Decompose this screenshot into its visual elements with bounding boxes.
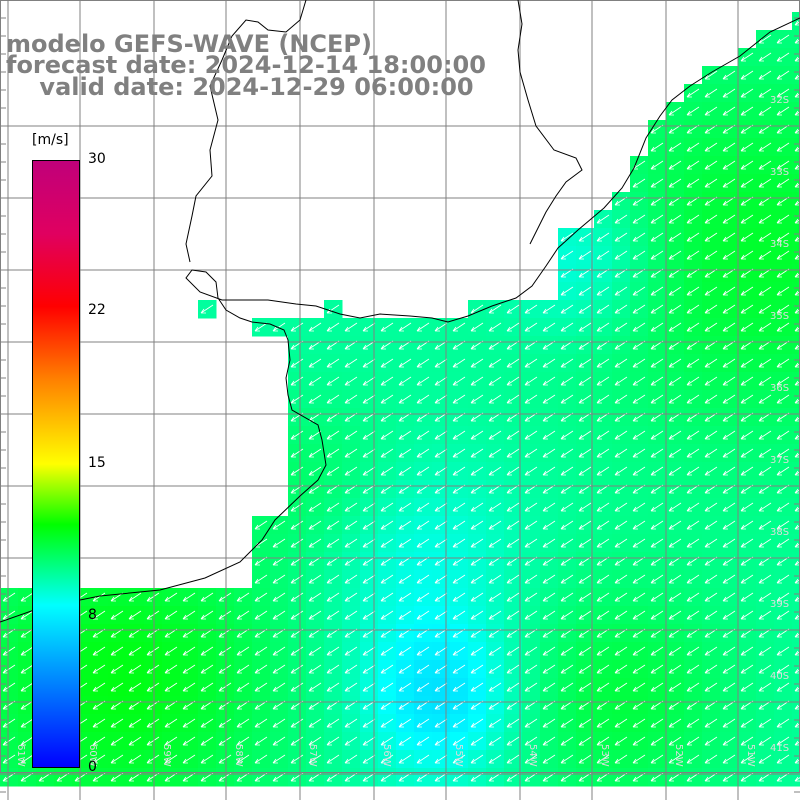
wind-cell: [792, 210, 800, 229]
wind-cell: [792, 300, 800, 319]
wind-cell: [792, 498, 800, 517]
wind-cell: [792, 750, 800, 769]
wind-cell: [792, 156, 800, 175]
longitude-label: 51W: [745, 744, 756, 767]
colorbar-unit: [m/s]: [32, 132, 69, 148]
wind-cell: [792, 354, 800, 373]
colorbar-tick-22: 22: [88, 302, 106, 318]
wind-cell: [792, 336, 800, 355]
longitude-label: 57W: [307, 744, 318, 767]
latitude-label: 32S: [770, 95, 789, 106]
wind-cell: [792, 138, 800, 157]
wind-cell: [792, 84, 800, 103]
longitude-label: 52W: [673, 744, 684, 767]
latitude-label: 37S: [770, 455, 789, 466]
wind-cell: [792, 282, 800, 301]
colorbar: [32, 160, 80, 768]
wind-cell: [792, 588, 800, 607]
longitude-label: 61W: [15, 744, 26, 767]
colorbar-tick-15: 15: [88, 455, 106, 471]
wind-cell: [792, 678, 800, 697]
latitude-label: 35S: [770, 311, 789, 322]
latitude-label: 41S: [770, 743, 789, 754]
wind-cell: [792, 462, 800, 481]
longitude-label: 58W: [233, 744, 244, 767]
wind-cell: [792, 264, 800, 283]
wind-cell: [792, 552, 800, 571]
wind-cell: [792, 444, 800, 463]
wind-cell: [792, 426, 800, 445]
wind-cell: [792, 120, 800, 139]
wind-cell: [792, 66, 800, 85]
wind-cell: [792, 192, 800, 211]
wind-cell: [792, 768, 800, 787]
longitude-label: 55W: [453, 744, 464, 767]
colorbar-tick-8: 8: [88, 607, 97, 623]
wind-cell: [792, 372, 800, 391]
wind-cell: [792, 696, 800, 715]
wind-cell: [792, 102, 800, 121]
wind-cell: [792, 624, 800, 643]
wind-cell: [792, 732, 800, 751]
wind-cell: [792, 228, 800, 247]
wind-cell: [792, 408, 800, 427]
longitude-label: 56W: [381, 744, 392, 767]
wind-cell: [792, 534, 800, 553]
wind-cell: [792, 246, 800, 265]
longitude-label: 59W: [161, 744, 172, 767]
wind-cell: [792, 390, 800, 409]
latitude-label: 36S: [770, 383, 789, 394]
longitude-label: 54W: [527, 744, 538, 767]
wind-cell: [792, 174, 800, 193]
wind-cell: [792, 318, 800, 337]
colorbar-tick-0: 0: [88, 759, 97, 775]
wind-cell: [792, 570, 800, 589]
wind-cell: [792, 480, 800, 499]
latitude-label: 38S: [770, 527, 789, 538]
latitude-label: 33S: [770, 167, 789, 178]
wind-cell: [792, 660, 800, 679]
wind-speed-field: [0, 12, 800, 787]
latitude-label: 40S: [770, 671, 789, 682]
river-border-east: [518, 0, 582, 244]
colorbar-tick-30: 30: [88, 151, 106, 167]
wind-cell: [792, 714, 800, 733]
latitude-label: 34S: [770, 239, 789, 250]
wind-cell: [792, 606, 800, 625]
wind-cell: [792, 48, 800, 67]
wind-cell: [792, 642, 800, 661]
valid-date: valid date: 2024-12-29 06:00:00: [6, 75, 474, 99]
latitude-label: 39S: [770, 599, 789, 610]
longitude-label: 53W: [599, 744, 610, 767]
wind-cell: [792, 30, 800, 49]
wind-cell: [792, 516, 800, 535]
